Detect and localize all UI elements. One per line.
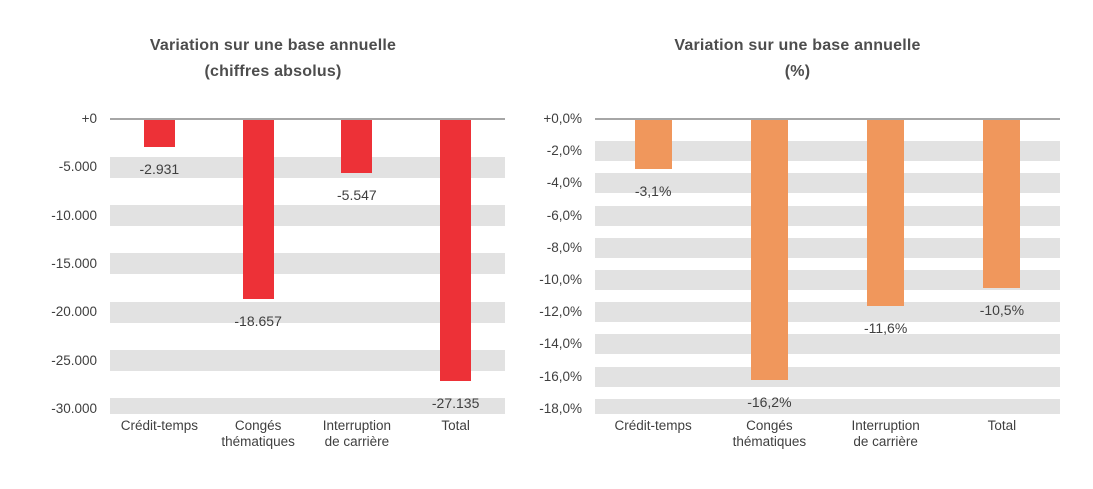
chart-title-line1: Variation sur une base annuelle	[149, 37, 397, 54]
bar-value-label: -27.135	[431, 395, 480, 412]
grid-stripe	[595, 398, 1060, 414]
y-tick-label: +0,0%	[543, 111, 582, 126]
grid-stripe	[110, 350, 505, 371]
bar-3	[983, 119, 1021, 289]
x-category-label: Congés thématiques	[221, 418, 295, 449]
grid-stripe	[110, 253, 505, 275]
grid-stripe	[110, 301, 505, 323]
grid-stripe	[595, 366, 1060, 387]
y-tick-label: -6,0%	[546, 207, 582, 223]
chart-title: Variation sur une base annuelle (chiffre…	[0, 33, 546, 85]
grid-stripe	[595, 334, 1060, 355]
bar-value-label: -16,2%	[747, 393, 792, 410]
x-category-label: Interruption de carrière	[851, 418, 920, 449]
y-tick-label: -18,0%	[539, 400, 582, 416]
bar-value-label: -10,5%	[979, 302, 1025, 319]
bar-1	[750, 119, 788, 380]
grid-stripe	[110, 156, 505, 178]
x-category-label: Crédit-temps	[120, 418, 199, 433]
bar-2	[867, 119, 905, 306]
chart-title-line2: (chiffres absolus)	[204, 63, 342, 80]
y-tick-label: -15.000	[51, 255, 97, 271]
bar-0	[143, 119, 175, 148]
x-category-label: Crédit-temps	[614, 418, 692, 433]
grid-stripe	[595, 205, 1060, 226]
bar-value-label: -2.931	[139, 161, 180, 178]
y-tick-label: +0	[81, 111, 97, 126]
chart-title-line1: Variation sur une base annuelle	[674, 37, 921, 54]
y-tick-label: -12,0%	[539, 304, 582, 320]
y-tick-label: -16,0%	[539, 368, 582, 384]
grid-stripe	[595, 302, 1060, 323]
y-tick-label: -25.000	[51, 352, 97, 368]
grid-stripe	[595, 173, 1060, 194]
chart-title: Variation sur une base annuelle (%)	[546, 33, 1049, 85]
x-category-label: Total	[987, 418, 1017, 433]
grid-stripe	[110, 205, 505, 227]
grid-stripe	[595, 270, 1060, 290]
bar-value-label: -3,1%	[634, 182, 672, 199]
y-tick-label: -14,0%	[539, 336, 582, 352]
y-tick-label: -4,0%	[546, 175, 582, 191]
chart-title-line2: (%)	[784, 63, 811, 80]
y-tick-label: -8,0%	[546, 239, 582, 255]
bar-value-label: -5.547	[337, 186, 377, 203]
zero-axis-line	[110, 117, 505, 121]
bar-0	[634, 119, 672, 169]
x-category-label: Congés thématiques	[732, 418, 807, 449]
grid-stripe	[595, 141, 1060, 162]
y-tick-label: -20.000	[51, 304, 97, 320]
y-tick-label: -10,0%	[539, 272, 582, 287]
bar-value-label: -18.657	[234, 313, 282, 330]
y-tick-label: -2,0%	[546, 143, 582, 159]
bar-2	[341, 119, 373, 173]
bar-1	[242, 119, 274, 300]
zero-axis-line	[595, 117, 1060, 121]
x-category-label: Interruption de carrière	[322, 418, 392, 449]
bar-3	[440, 119, 472, 382]
bar-value-label: -11,6%	[863, 319, 908, 336]
grid-stripe	[595, 237, 1060, 258]
y-tick-label: -5.000	[58, 159, 97, 175]
y-tick-label: -10.000	[51, 207, 97, 223]
y-tick-label: -30.000	[51, 400, 97, 416]
grid-stripe	[110, 398, 505, 414]
x-category-label: Total	[441, 418, 470, 433]
